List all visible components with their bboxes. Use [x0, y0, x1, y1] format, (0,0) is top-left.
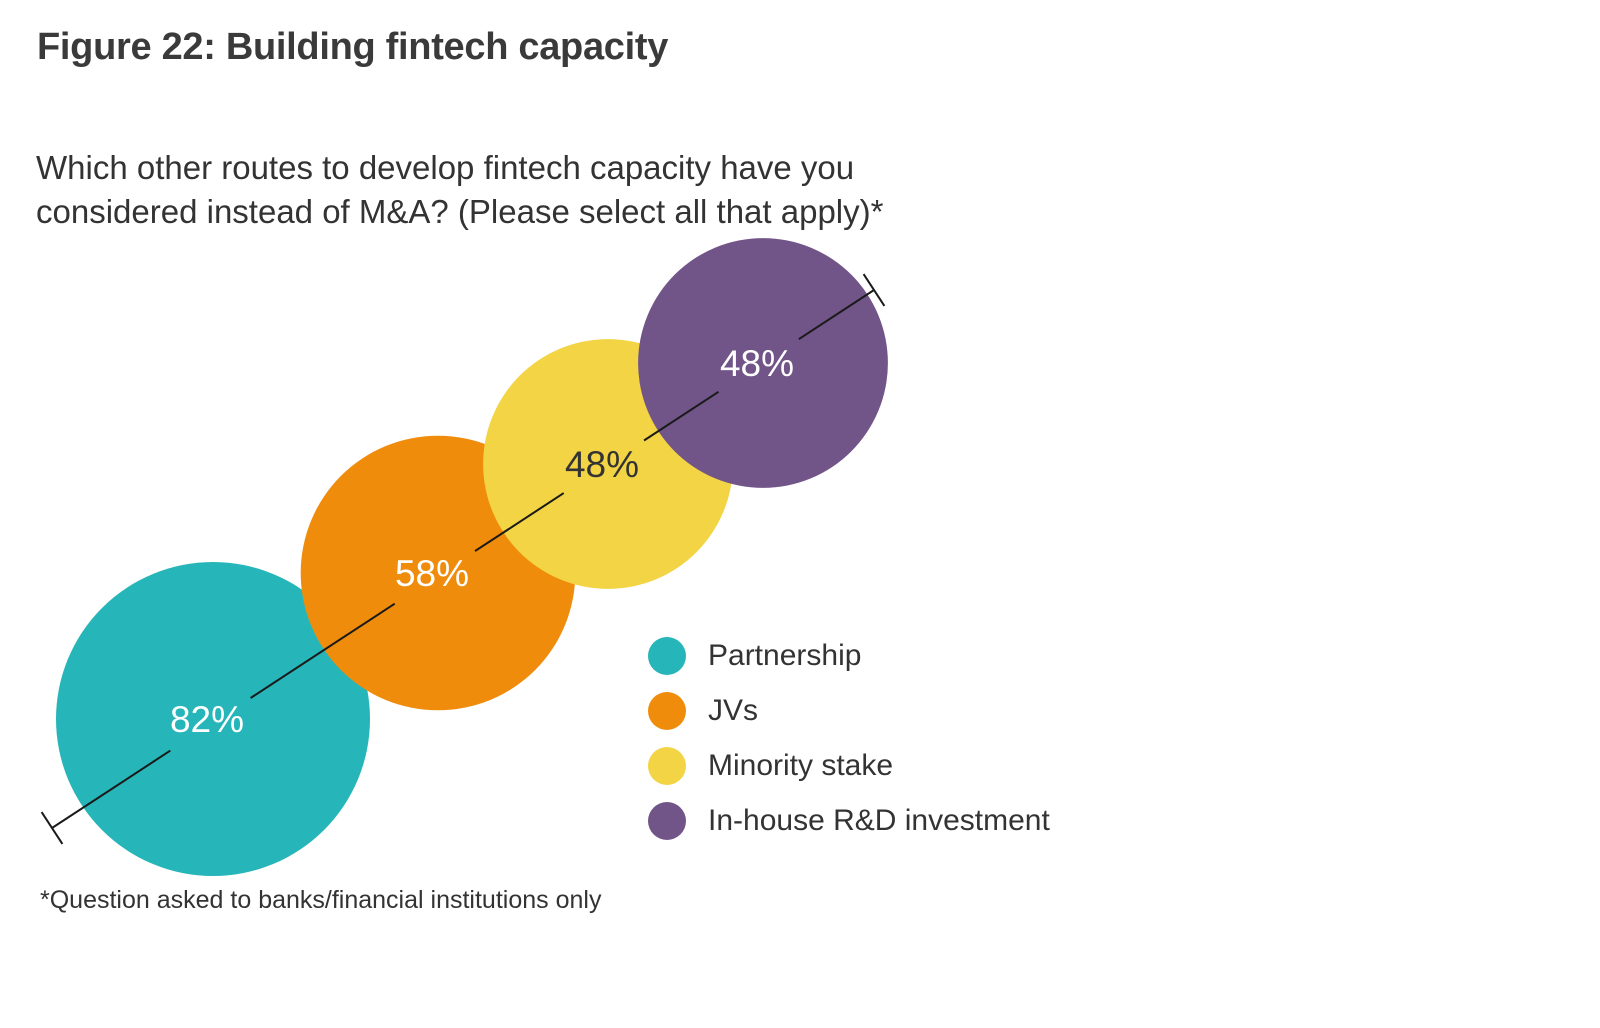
data-label-in-house-randd-investment: 48%	[720, 343, 794, 384]
legend-item-minority-stake: Minority stake	[648, 738, 1050, 793]
legend-label: In-house R&D investment	[708, 803, 1050, 837]
data-label-jvs: 58%	[395, 553, 469, 594]
footnote: *Question asked to banks/financial insti…	[40, 886, 602, 914]
data-label-minority-stake: 48%	[565, 444, 639, 485]
axis-segment	[474, 492, 565, 552]
legend-swatch	[648, 636, 686, 675]
bubble-labels-group: 82% 58% 48% 48%	[170, 343, 794, 740]
bubble-partnership	[56, 562, 370, 876]
survey-question: Which other routes to develop fintech ca…	[36, 149, 884, 230]
axis-segment	[798, 289, 875, 341]
legend-label: JVs	[708, 693, 759, 727]
diagonal-axis	[40, 273, 886, 845]
legend-label: Minority stake	[708, 748, 894, 782]
bubble-in-house-randd-investment	[638, 238, 888, 488]
axis-start-cap	[40, 811, 64, 845]
legend-swatch	[648, 801, 686, 840]
data-label-partnership: 82%	[170, 699, 244, 740]
legend-item-partnership: Partnership	[648, 628, 1050, 683]
bubbles-group	[56, 238, 888, 876]
axis-segment	[250, 602, 396, 699]
axis-end-cap	[862, 273, 886, 307]
legend-label: Partnership	[708, 638, 862, 672]
legend-item-jvs: JVs	[648, 683, 1050, 738]
legend-swatch	[648, 691, 686, 730]
legend: Partnership JVs Minority stake In-house R&D…	[648, 628, 1050, 848]
legend-swatch	[648, 746, 686, 785]
axis-segment	[51, 749, 171, 829]
legend-item-in-house-randd-investment: In-house R&D investment	[648, 793, 1050, 848]
axis-segment	[643, 390, 720, 442]
figure-title: Figure 22: Building fintech capacity	[37, 26, 669, 68]
